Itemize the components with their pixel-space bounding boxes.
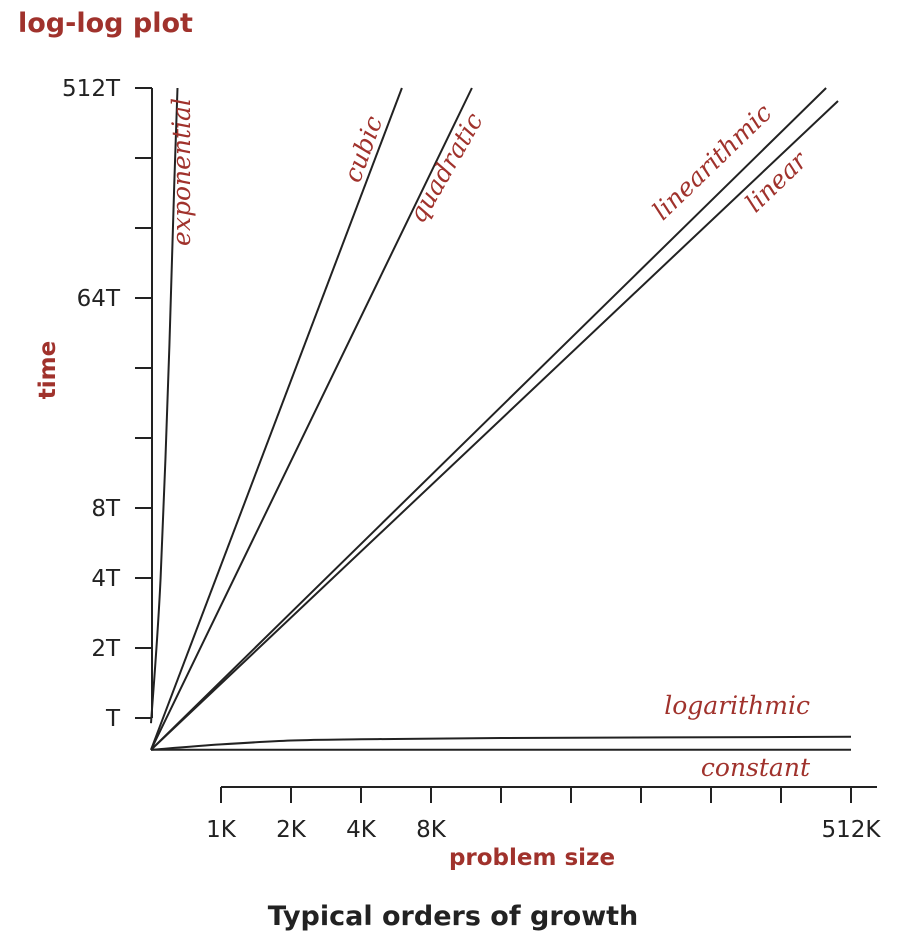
x-axis: 1K 2K 4K 8K 512K [206, 786, 882, 843]
y-axis-title: time [35, 341, 61, 399]
series-line-logarithmic [150, 735, 852, 751]
y-tick-label: T [105, 706, 121, 732]
x-axis-title: problem size [449, 845, 615, 871]
y-tick-label: 64T [77, 286, 121, 312]
x-tick-label: 2K [276, 817, 307, 843]
series-label-logarithmic: logarithmic [664, 691, 810, 720]
series-label-exponential: exponential [167, 98, 196, 246]
y-tick-label: 4T [91, 566, 121, 592]
x-tick-label: 1K [206, 817, 237, 843]
series-line-linearithmic [150, 87, 827, 751]
y-tick-label: 2T [91, 636, 121, 662]
series-label-quadratic: quadratic [403, 108, 489, 228]
chart-caption: Typical orders of growth [268, 901, 639, 932]
x-tick-label: 512K [822, 817, 882, 843]
series-curves [150, 87, 852, 751]
series-label-constant: constant [701, 753, 811, 782]
series-labels: exponential cubic quadratic linearithmiclin… [167, 98, 814, 782]
chart-title: log-log plot [18, 8, 193, 39]
series-line-quadratic [150, 87, 473, 751]
y-tick-label: 8T [91, 496, 121, 522]
series-line-cubic [150, 87, 403, 751]
series-label-cubic: cubic [338, 112, 389, 186]
series-line-exponential [150, 87, 179, 724]
series-label-linear: linear [739, 144, 814, 218]
x-tick-label: 8K [416, 817, 447, 843]
y-tick-label: 512T [62, 76, 121, 102]
y-axis: T 2T 4T 8T 64T 512T [62, 76, 153, 732]
series-line-linear [150, 100, 839, 751]
x-tick-label: 4K [346, 817, 377, 843]
